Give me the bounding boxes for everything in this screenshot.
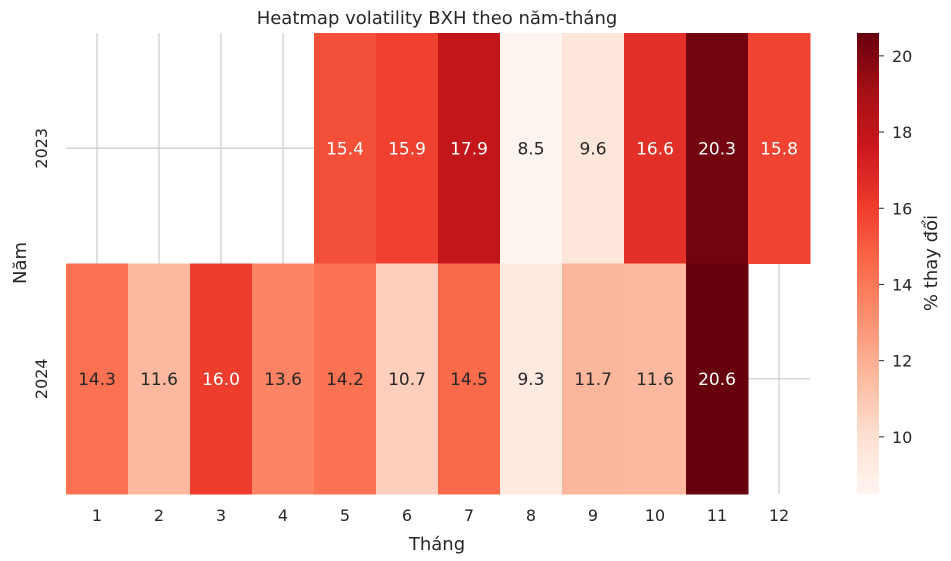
x-axis-label: Tháng [408, 534, 465, 555]
cell-value-label: 17.9 [450, 139, 488, 159]
heatmap-cell [500, 263, 563, 495]
x-tick-labels: 1 2 3 4 5 6 7 8 9 10 11 12 [92, 506, 789, 525]
chart-title: Heatmap volatility BXH theo năm-tháng [257, 8, 618, 29]
cell-value-label: 15.4 [326, 139, 364, 159]
cell-value-label: 11.7 [574, 370, 612, 390]
cell-value-label: 20.3 [698, 139, 736, 159]
heatmap-cell [128, 263, 191, 495]
x-tick-label: 3 [216, 506, 226, 525]
colorbar-tick-label: 16 [892, 199, 912, 218]
heatmap-cell [376, 263, 439, 495]
heatmap-cell [500, 33, 563, 264]
cell-value-label: 14.2 [326, 370, 364, 390]
heatmap-cell [66, 263, 129, 495]
heatmap-cell [686, 33, 749, 264]
x-tick-label: 7 [464, 506, 474, 525]
x-tick-label: 5 [340, 506, 350, 525]
heatmap-cell [624, 263, 687, 495]
heatmap-cell [562, 33, 625, 264]
colorbar-ticks: 10 12 14 16 18 20 [879, 47, 912, 447]
cell-value-label: 11.6 [140, 370, 178, 390]
colorbar-tick-label: 12 [892, 352, 912, 371]
heatmap-cell [376, 33, 439, 264]
x-tick-label: 1 [92, 506, 102, 525]
heatmap-cell [438, 263, 501, 495]
heatmap-cell [314, 263, 377, 495]
x-tick-label: 8 [526, 506, 536, 525]
heatmap-cells [66, 33, 811, 495]
heatmap-cell [190, 263, 253, 495]
heatmap-cell [438, 33, 501, 264]
x-tick-label: 10 [645, 506, 665, 525]
cell-value-label: 13.6 [264, 370, 302, 390]
x-tick-label: 9 [588, 506, 598, 525]
colorbar-tick-label: 14 [892, 275, 912, 294]
cell-value-label: 9.6 [579, 139, 606, 159]
y-axis-label: Năm [10, 242, 31, 284]
cell-value-label: 14.5 [450, 370, 488, 390]
y-tick-label: 2023 [32, 128, 51, 169]
x-tick-label: 6 [402, 506, 412, 525]
heatmap-cell [314, 33, 377, 264]
x-tick-label: 4 [278, 506, 288, 525]
cell-value-label: 9.3 [517, 370, 544, 390]
cell-value-label: 8.5 [517, 139, 544, 159]
cell-value-label: 16.0 [202, 370, 240, 390]
cell-value-label: 16.6 [636, 139, 674, 159]
y-tick-labels: 2023 2024 [32, 128, 51, 399]
y-tick-label: 2024 [32, 358, 51, 399]
cell-value-label: 11.6 [636, 370, 674, 390]
cell-value-label: 15.8 [760, 139, 798, 159]
heatmap-cell [748, 33, 811, 264]
colorbar-tick-label: 20 [892, 47, 912, 66]
cell-value-label: 14.3 [78, 370, 116, 390]
heatmap-cell [252, 263, 315, 495]
heatmap-cell [562, 263, 625, 495]
x-tick-label: 2 [154, 506, 164, 525]
x-tick-label: 12 [769, 506, 789, 525]
colorbar-tick-label: 18 [892, 123, 912, 142]
heatmap-cell [686, 263, 749, 495]
cell-value-label: 20.6 [698, 370, 736, 390]
heatmap-cell [624, 33, 687, 264]
cell-value-label: 15.9 [388, 139, 426, 159]
colorbar-tick-label: 10 [892, 428, 912, 447]
cell-labels: 15.4 15.9 17.9 8.5 9.6 16.6 20.3 15.8 14.3 11.6 16… [78, 139, 798, 390]
x-tick-label: 11 [707, 506, 727, 525]
colorbar-label: % thay đổi [921, 215, 942, 311]
colorbar [857, 33, 879, 494]
cell-value-label: 10.7 [388, 370, 426, 390]
